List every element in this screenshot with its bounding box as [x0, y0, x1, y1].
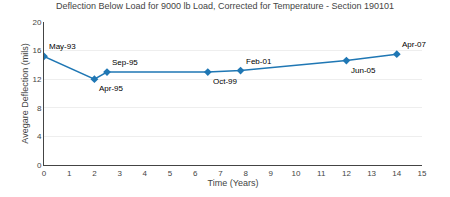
svg-text:9: 9 — [269, 169, 274, 178]
svg-text:7: 7 — [218, 169, 223, 178]
svg-text:0: 0 — [37, 161, 42, 170]
svg-text:12: 12 — [32, 75, 41, 84]
svg-text:Jun-05: Jun-05 — [351, 66, 376, 75]
svg-text:8: 8 — [243, 169, 248, 178]
svg-text:Sep-95: Sep-95 — [112, 58, 138, 67]
svg-text:2: 2 — [92, 169, 97, 178]
svg-text:1: 1 — [67, 169, 72, 178]
svg-text:10: 10 — [292, 169, 301, 178]
svg-text:Apr-07: Apr-07 — [402, 40, 427, 49]
svg-text:Oct-99: Oct-99 — [213, 77, 238, 86]
svg-text:20: 20 — [32, 18, 41, 27]
svg-text:15: 15 — [418, 169, 427, 178]
svg-text:Time (Years): Time (Years) — [208, 178, 259, 188]
svg-text:4: 4 — [37, 132, 42, 141]
svg-text:Feb-01: Feb-01 — [246, 57, 272, 66]
svg-text:11: 11 — [317, 169, 326, 178]
svg-text:14: 14 — [392, 169, 401, 178]
svg-text:0: 0 — [42, 169, 47, 178]
svg-text:Apr-95: Apr-95 — [99, 84, 124, 93]
svg-text:3: 3 — [117, 169, 122, 178]
svg-text:12: 12 — [342, 169, 351, 178]
svg-text:5: 5 — [168, 169, 173, 178]
svg-text:Deflection Below Load for 9000: Deflection Below Load for 9000 lb Load, … — [56, 1, 394, 11]
svg-text:16: 16 — [32, 46, 41, 55]
svg-text:May-93: May-93 — [49, 42, 76, 51]
svg-text:6: 6 — [193, 169, 198, 178]
svg-text:13: 13 — [367, 169, 376, 178]
svg-text:8: 8 — [37, 104, 42, 113]
svg-text:4: 4 — [143, 169, 148, 178]
svg-text:Avegare Deflection (mils): Avegare Deflection (mils) — [20, 43, 30, 143]
